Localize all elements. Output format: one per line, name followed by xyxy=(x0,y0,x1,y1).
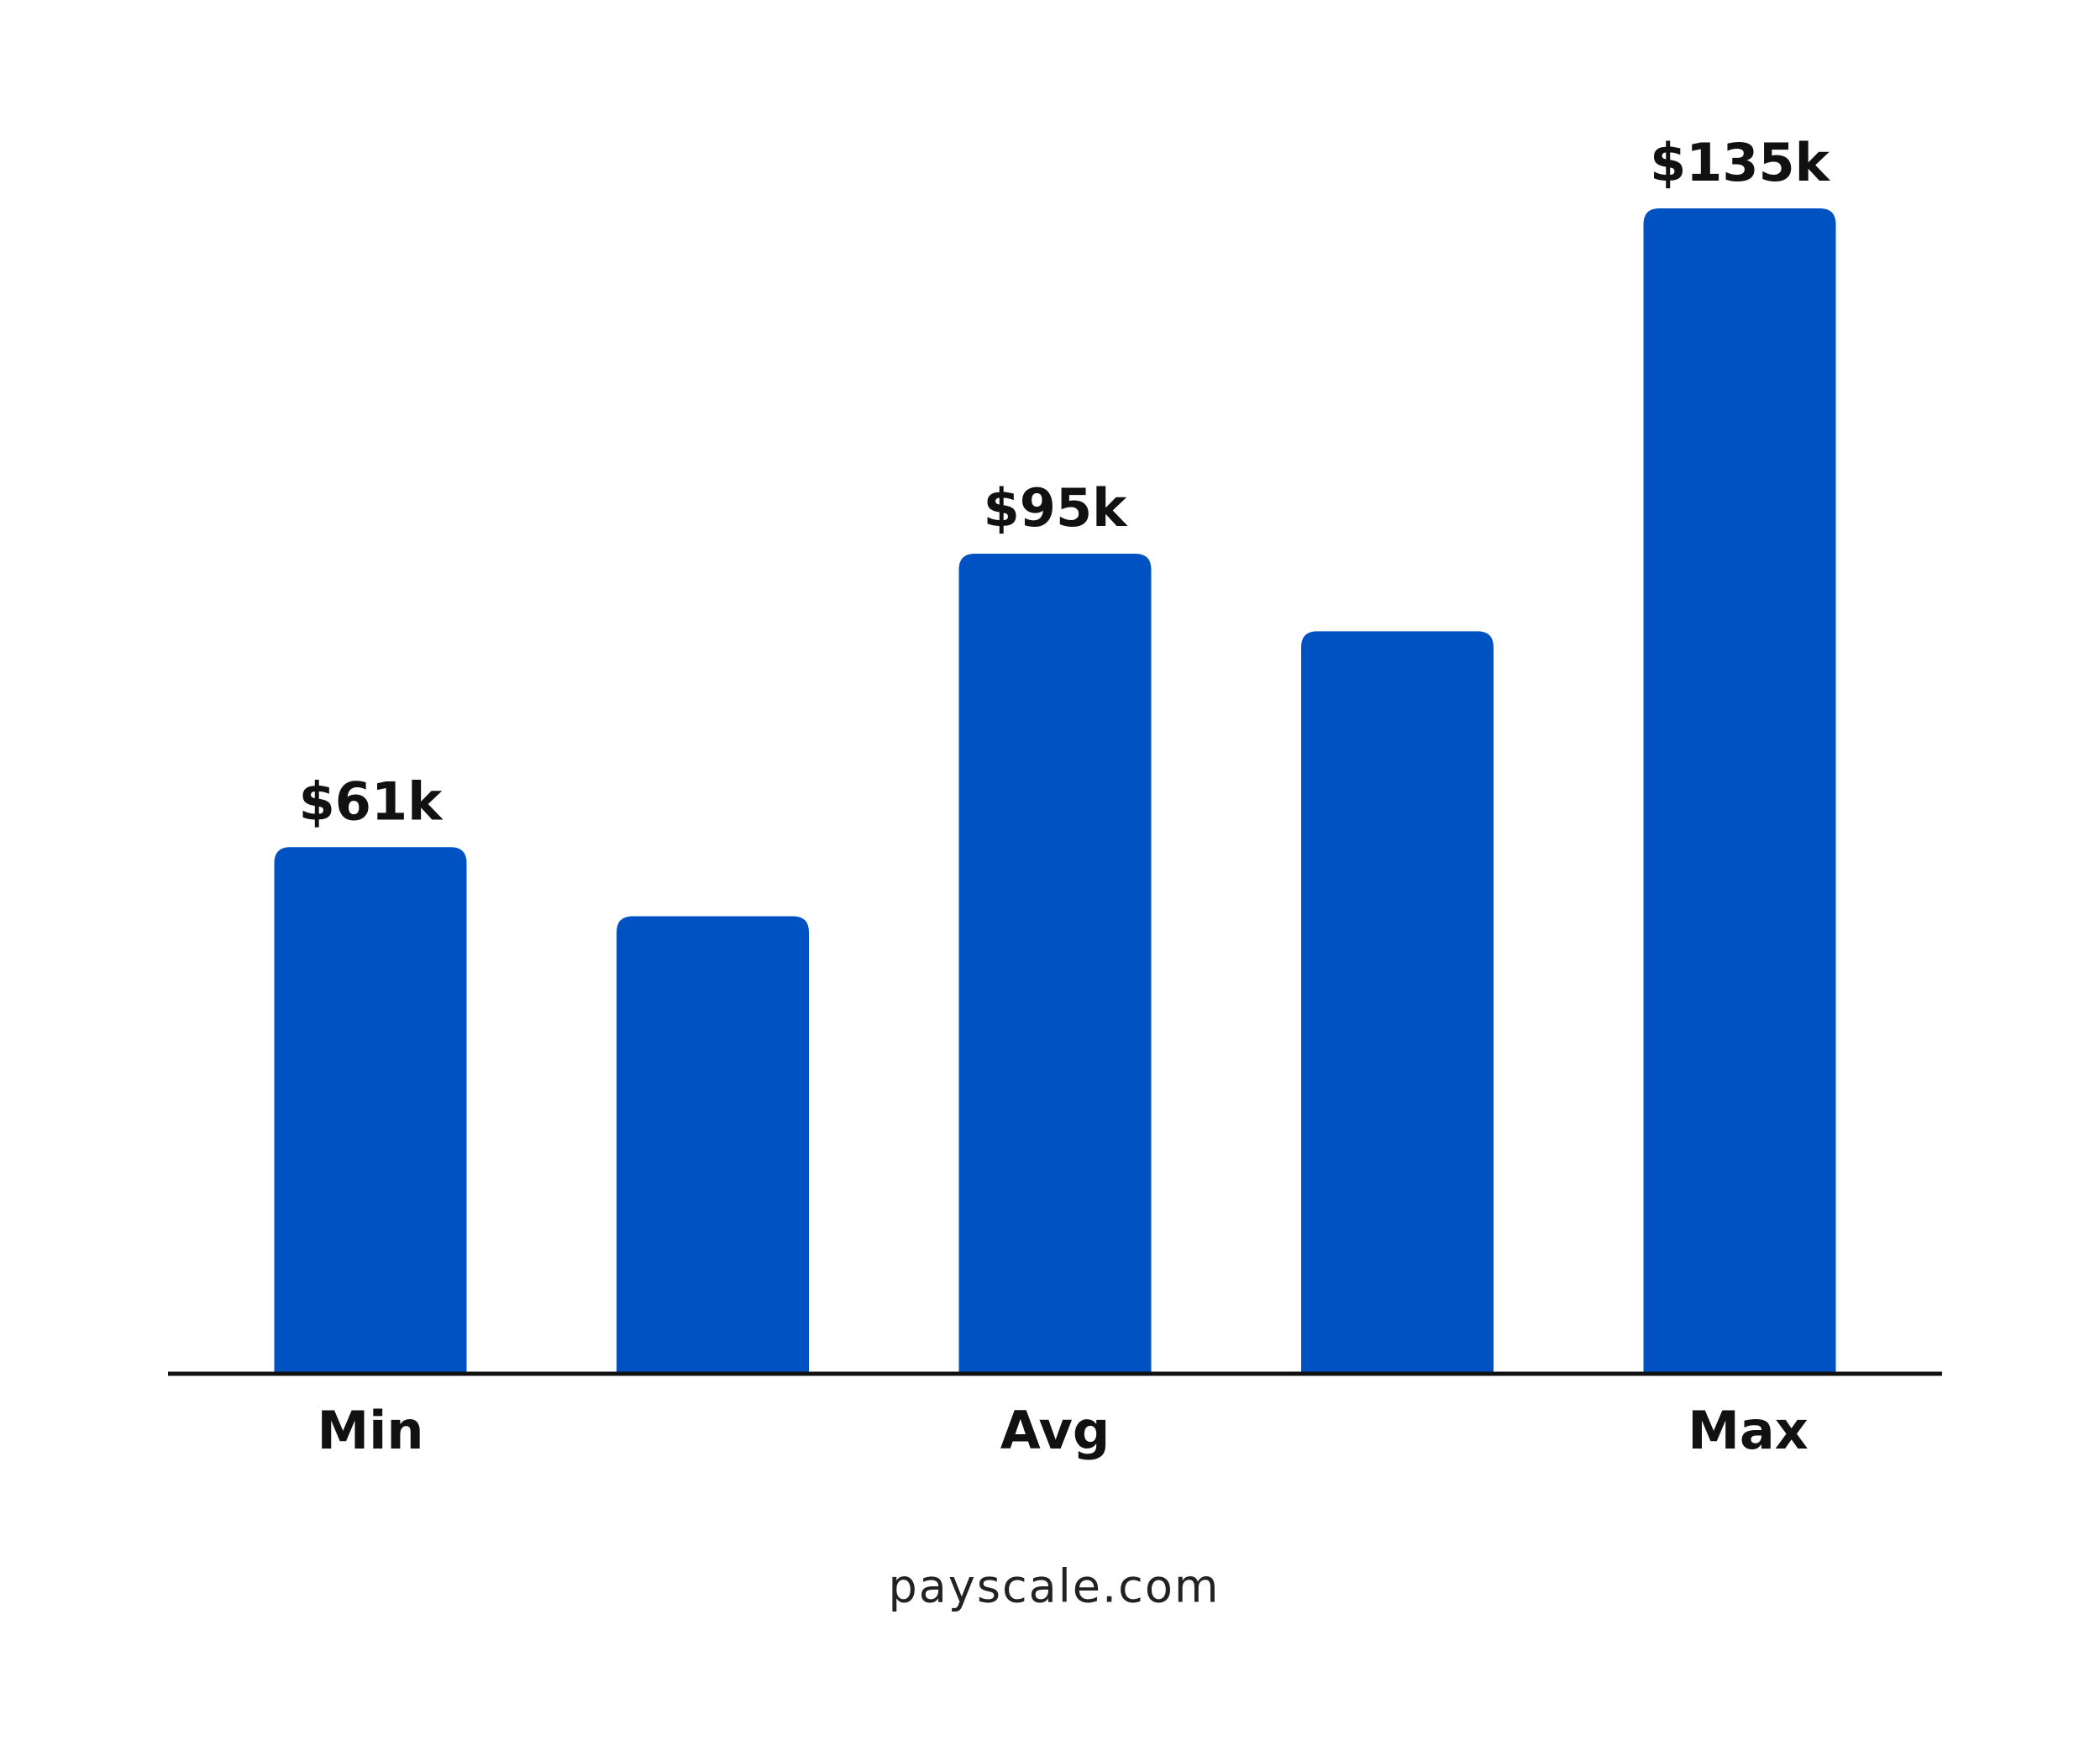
value-label: $61k xyxy=(299,770,444,832)
bar xyxy=(617,916,809,1374)
bar xyxy=(1643,208,1836,1374)
bar xyxy=(958,553,1152,1374)
bar xyxy=(1301,631,1494,1374)
value-label: $135k xyxy=(1650,132,1831,193)
value-label: $95k xyxy=(984,477,1128,539)
x-tick-label: Min xyxy=(317,1400,423,1461)
bar xyxy=(274,847,467,1374)
x-tick-label: Max xyxy=(1688,1400,1809,1461)
source: payscale.com xyxy=(889,1560,1221,1613)
x-tick-label: Avg xyxy=(1000,1400,1110,1461)
